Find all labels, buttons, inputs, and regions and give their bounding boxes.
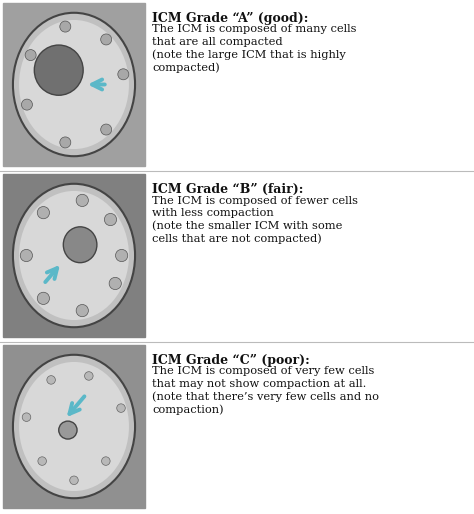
Text: that may not show compaction at all.: that may not show compaction at all. <box>152 379 366 389</box>
Circle shape <box>100 124 112 135</box>
Circle shape <box>118 69 129 80</box>
Ellipse shape <box>19 20 129 149</box>
Circle shape <box>76 304 88 317</box>
Circle shape <box>47 376 55 384</box>
Bar <box>3 3 145 166</box>
Ellipse shape <box>13 355 135 498</box>
Text: compacted): compacted) <box>152 62 220 72</box>
Bar <box>3 345 145 508</box>
Circle shape <box>25 49 36 61</box>
Ellipse shape <box>13 13 135 156</box>
Ellipse shape <box>34 45 83 95</box>
Text: with less compaction: with less compaction <box>152 208 274 218</box>
Ellipse shape <box>19 191 129 320</box>
Circle shape <box>37 292 49 304</box>
Text: compaction): compaction) <box>152 404 224 415</box>
Circle shape <box>101 457 110 465</box>
Text: (note the large ICM that is highly: (note the large ICM that is highly <box>152 49 346 60</box>
Circle shape <box>70 476 78 485</box>
Circle shape <box>104 213 117 226</box>
Text: (note that there’s very few cells and no: (note that there’s very few cells and no <box>152 392 379 402</box>
Text: The ICM is composed of many cells: The ICM is composed of many cells <box>152 25 356 34</box>
Ellipse shape <box>64 227 97 263</box>
Ellipse shape <box>59 421 77 439</box>
Text: ICM Grade “C” (poor):: ICM Grade “C” (poor): <box>152 354 310 367</box>
Circle shape <box>76 194 88 207</box>
Text: The ICM is composed of fewer cells: The ICM is composed of fewer cells <box>152 195 358 206</box>
Text: ICM Grade “A” (good):: ICM Grade “A” (good): <box>152 12 309 25</box>
Circle shape <box>117 404 125 412</box>
Ellipse shape <box>19 362 129 491</box>
Circle shape <box>20 249 33 262</box>
Text: ICM Grade “B” (fair):: ICM Grade “B” (fair): <box>152 183 303 196</box>
Circle shape <box>21 99 32 110</box>
Circle shape <box>37 207 49 219</box>
Circle shape <box>38 457 46 465</box>
Circle shape <box>22 413 31 421</box>
Circle shape <box>60 137 71 148</box>
Ellipse shape <box>13 184 135 327</box>
Text: (note the smaller ICM with some: (note the smaller ICM with some <box>152 221 342 231</box>
Bar <box>3 174 145 337</box>
Text: The ICM is composed of very few cells: The ICM is composed of very few cells <box>152 366 374 376</box>
Circle shape <box>84 372 93 380</box>
Circle shape <box>109 278 121 289</box>
Circle shape <box>100 34 112 45</box>
Text: that are all compacted: that are all compacted <box>152 37 283 47</box>
Circle shape <box>116 249 128 262</box>
Text: cells that are not compacted): cells that are not compacted) <box>152 233 322 244</box>
Circle shape <box>60 21 71 32</box>
